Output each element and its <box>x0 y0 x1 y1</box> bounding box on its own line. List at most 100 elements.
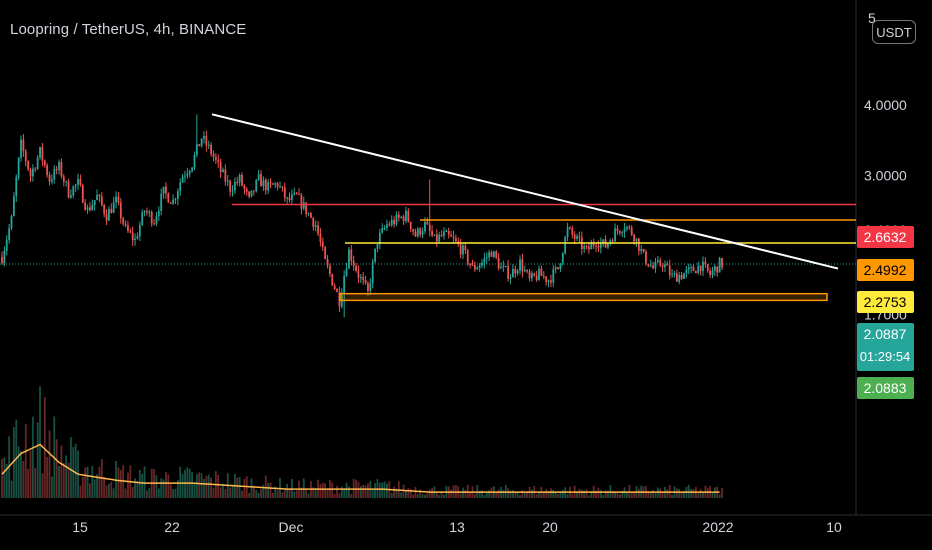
candle-body <box>673 273 676 275</box>
candle-body <box>226 180 229 182</box>
candle-body <box>46 165 49 175</box>
volume-bar <box>378 482 381 498</box>
volume-bar <box>243 479 246 498</box>
candle-body <box>464 245 467 251</box>
volume-bar <box>34 467 37 498</box>
volume-bar <box>595 490 597 498</box>
candle-body <box>326 258 329 266</box>
candle-body <box>369 283 372 292</box>
candle-body <box>618 230 621 233</box>
candle-body <box>188 171 191 174</box>
candle-body <box>419 228 422 235</box>
trendline[interactable] <box>211 113 839 270</box>
volume-bar <box>473 493 476 498</box>
candle-body <box>588 246 590 250</box>
candle-body <box>702 261 704 272</box>
price-label-text: 2.2753 <box>864 294 907 310</box>
candle-body <box>514 269 517 274</box>
candle-body <box>595 245 597 247</box>
candle-body <box>131 232 134 241</box>
candle-body <box>72 186 75 196</box>
volume-bar <box>547 490 550 498</box>
candle-body <box>697 265 700 274</box>
volume-bar <box>692 489 695 498</box>
volume-bar <box>295 490 298 498</box>
candle-body <box>324 247 327 259</box>
candle-body <box>438 235 441 242</box>
candle-body <box>683 273 685 279</box>
candle-body <box>713 266 716 271</box>
x-tick-label: 2022 <box>702 519 733 535</box>
y-tick-label: 3.0000 <box>864 167 907 183</box>
candle-body <box>271 183 274 185</box>
volume-bar <box>697 493 700 498</box>
candle-body <box>148 212 151 214</box>
price-label-box <box>857 323 914 371</box>
price-label-text: 2.4992 <box>864 262 907 278</box>
volume-bar <box>438 494 441 498</box>
support-zone[interactable] <box>339 292 828 302</box>
volume-bar <box>193 482 196 498</box>
candle-body <box>395 214 398 225</box>
candle-body <box>138 224 141 237</box>
symbol-title[interactable]: Loopring / TetherUS, 4h, BINANCE <box>10 21 247 38</box>
volume-bar <box>478 491 481 498</box>
candle-body <box>117 196 120 203</box>
candle-body <box>376 244 379 249</box>
candle-body <box>592 243 595 246</box>
volume-bar <box>5 463 8 498</box>
candle-body <box>405 210 407 222</box>
candle-body <box>219 161 222 173</box>
volume-bar <box>616 493 619 498</box>
candle-body <box>706 264 709 271</box>
candle-body <box>31 168 34 177</box>
volume-bar <box>604 490 607 498</box>
candle-body <box>502 266 505 268</box>
candle-body <box>614 228 616 242</box>
candle-body <box>286 197 289 199</box>
volume-bar <box>305 489 308 498</box>
volume-bar <box>711 493 714 498</box>
volume-bar <box>531 489 533 498</box>
volume-bar <box>509 490 512 498</box>
volume-bar <box>281 492 284 498</box>
volume-bar <box>117 467 120 498</box>
volume-bar <box>390 492 393 498</box>
volume-bar <box>431 487 433 498</box>
volume-bar <box>647 490 650 498</box>
candle-body <box>200 138 203 147</box>
candle-body <box>357 270 360 278</box>
volume-bar <box>46 456 49 498</box>
volume-bar <box>43 397 46 498</box>
candle-body <box>176 191 179 199</box>
volume-bar <box>62 463 65 498</box>
volume-bar <box>319 484 322 498</box>
candle-body <box>60 162 63 177</box>
volume-bar <box>488 490 491 498</box>
volume-bar <box>89 483 91 498</box>
candle-body <box>241 174 243 186</box>
candle-body <box>623 228 626 233</box>
candle-body <box>24 151 27 162</box>
candle-body <box>538 268 540 281</box>
volume-bar <box>485 492 488 498</box>
volume-bar <box>350 493 353 498</box>
volume-bar <box>241 490 243 498</box>
candle-body <box>507 266 510 279</box>
volume-bar <box>514 491 517 498</box>
volume-bar <box>219 487 222 498</box>
price-label-text: 2.0883 <box>864 380 907 396</box>
currency-button[interactable]: USDT <box>872 20 916 44</box>
volume-bar <box>633 492 635 498</box>
candle-body <box>243 185 246 189</box>
candle-body <box>421 231 424 235</box>
volume-bar <box>402 484 405 498</box>
candle-body <box>668 265 671 276</box>
candle-body <box>637 238 640 251</box>
volume-bar <box>269 482 272 498</box>
volume-bar <box>257 492 260 498</box>
candle-body <box>473 265 476 270</box>
candle-body <box>378 232 381 245</box>
volume-bar <box>464 489 467 498</box>
